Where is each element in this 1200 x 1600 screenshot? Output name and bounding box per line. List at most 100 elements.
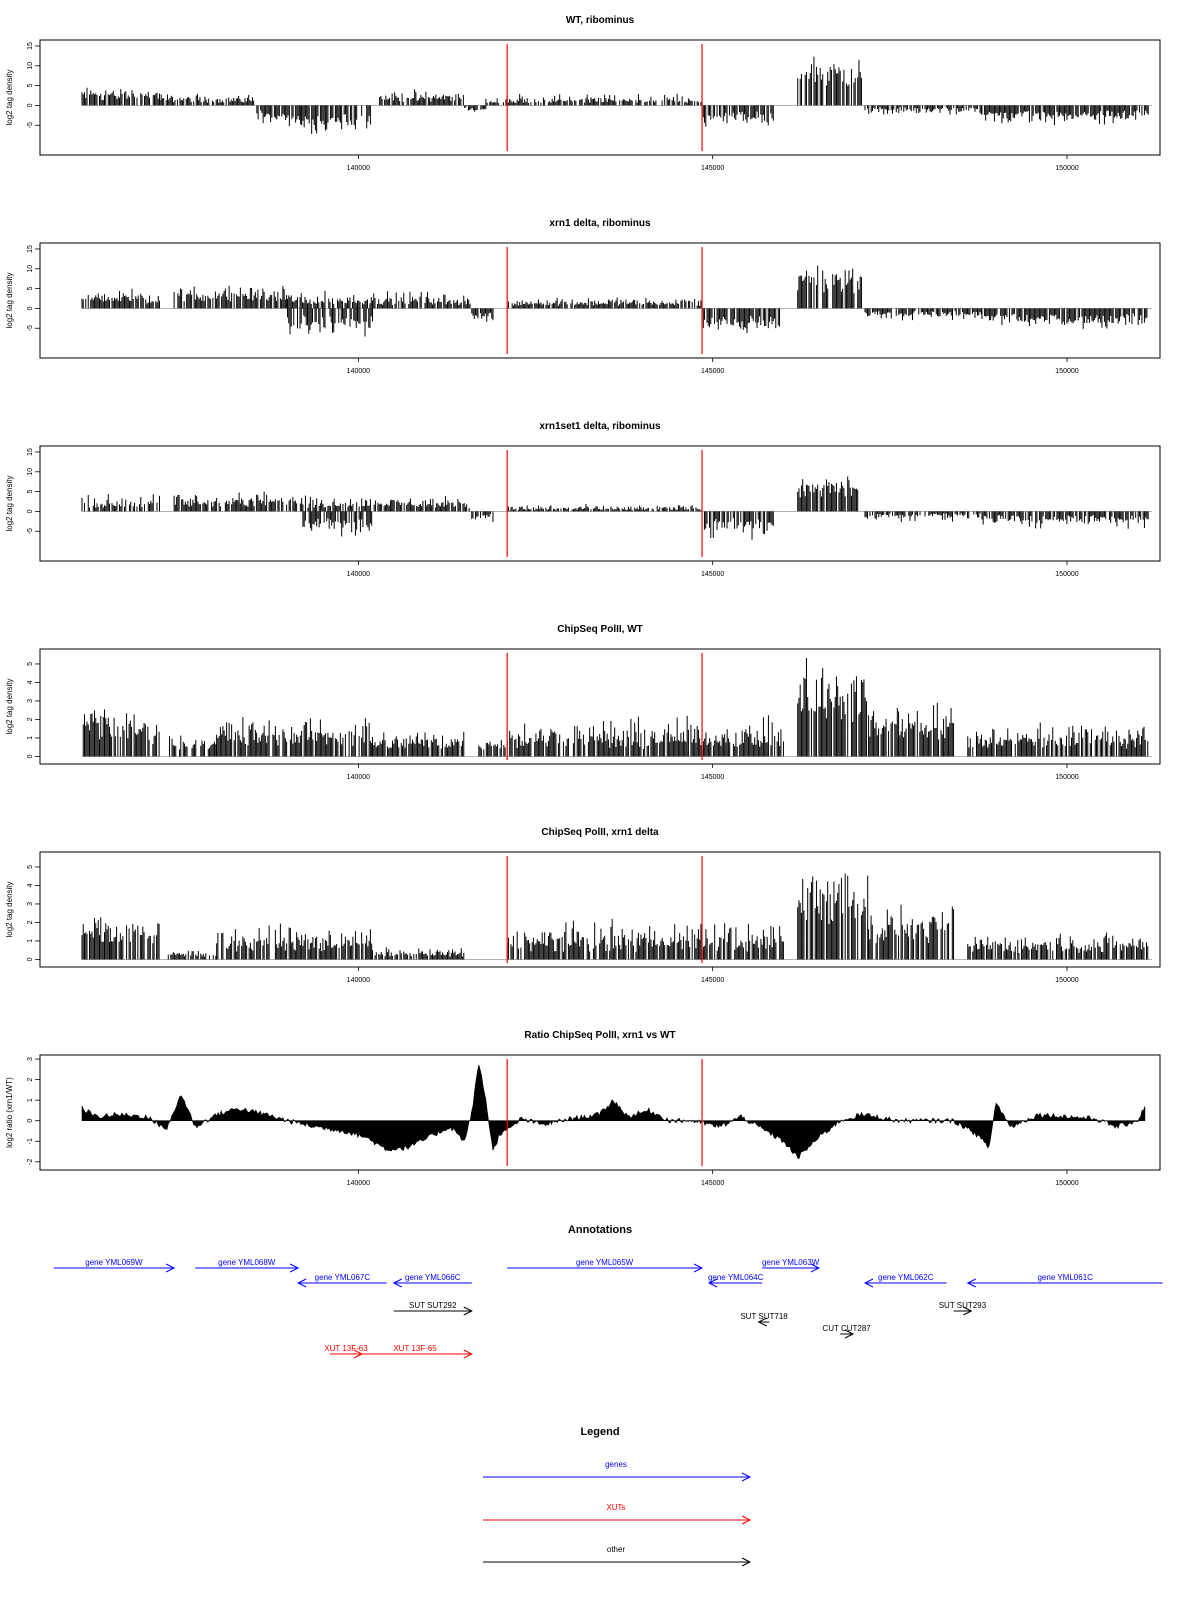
annotation-feature: SUT SUT718 <box>740 1312 788 1327</box>
y-tick-label: -5 <box>27 528 34 534</box>
legend-item-label: XUTs <box>606 1503 625 1512</box>
feature-arrowhead <box>844 1329 855 1339</box>
x-tick-label: 150000 <box>1055 368 1078 375</box>
y-tick-label: -5 <box>27 325 34 331</box>
legend-item: genes <box>483 1460 752 1482</box>
y-tick-label: 0 <box>27 509 34 513</box>
plot-frame <box>39 648 1161 765</box>
track-panel: xrn1set1 delta, ribominus log2 tag densit… <box>5 421 1161 578</box>
y-tick-label: 3 <box>27 699 34 703</box>
y-tick-label: 10 <box>27 62 34 70</box>
density-bars <box>81 873 1149 960</box>
panel-title: ChipSeq PolII, WT <box>557 624 643 635</box>
x-tick-label: 145000 <box>701 368 724 375</box>
legend-item-label: other <box>607 1545 626 1554</box>
y-tick-label: 2 <box>27 1078 34 1082</box>
y-axis-label: log2 tag density <box>5 678 14 734</box>
y-tick-label: 5 <box>27 84 34 88</box>
feature-arrowhead <box>392 1278 403 1288</box>
y-tick-label: 1 <box>27 736 34 740</box>
feature-arrowhead <box>463 1349 473 1359</box>
y-tick-label: 3 <box>27 1057 34 1061</box>
y-tick-label: 5 <box>27 662 34 666</box>
track-panel: WT, ribominus log2 tag density -5 0 5 10 15 140… <box>5 15 1161 172</box>
y-tick-label: -5 <box>27 122 34 128</box>
annotation-feature: CUT CUT287 <box>822 1324 871 1339</box>
density-bars <box>82 657 1149 757</box>
y-tick-label: 4 <box>27 680 34 684</box>
y-tick-label: 2 <box>27 717 34 721</box>
x-tick-label: 140000 <box>347 977 370 984</box>
y-tick-label: 0 <box>27 306 34 310</box>
x-tick-label: 150000 <box>1055 774 1078 781</box>
annotation-feature: XUT 13F-63 <box>324 1344 368 1359</box>
x-tick-label: 145000 <box>701 977 724 984</box>
panel-title: Ratio ChipSeq PolII, xrn1 vs WT <box>524 1030 675 1041</box>
feature-label: gene YML063W <box>762 1258 820 1267</box>
feature-label: SUT SUT292 <box>409 1301 457 1310</box>
y-tick-label: 5 <box>27 490 34 494</box>
y-tick-label: -2 <box>27 1159 34 1165</box>
y-tick-label: 15 <box>27 448 34 456</box>
plot-frame <box>39 851 1161 968</box>
plot-frame <box>39 445 1161 562</box>
plot-frame <box>39 1054 1161 1171</box>
feature-label: XUT 13F-65 <box>393 1344 437 1353</box>
x-tick-label: 140000 <box>347 774 370 781</box>
x-tick-label: 145000 <box>701 774 724 781</box>
y-tick-label: 3 <box>27 902 34 906</box>
y-tick-label: 0 <box>27 957 34 961</box>
y-axis-label: log2 tag density <box>5 69 14 125</box>
feature-arrowhead <box>966 1278 976 1288</box>
y-tick-label: 2 <box>27 920 34 924</box>
feature-arrowhead <box>693 1263 704 1273</box>
y-tick-label: 5 <box>27 287 34 291</box>
track-panel: ChipSeq PolII, xrn1 delta log2 tag densit… <box>5 827 1161 984</box>
annotations-title: Annotations <box>568 1224 632 1236</box>
annotation-feature: gene YML065W <box>507 1258 704 1273</box>
feature-arrowhead <box>289 1263 300 1273</box>
legend-title: Legend <box>580 1426 619 1438</box>
y-tick-label: 0 <box>27 1119 34 1123</box>
panel-title: xrn1 delta, ribominus <box>549 218 651 229</box>
plot-frame <box>39 242 1161 359</box>
annotation-feature: gene YML067C <box>297 1273 387 1288</box>
y-axis-label: log2 tag density <box>5 272 14 328</box>
y-axis-label: log2 tag density <box>5 475 14 531</box>
legend-item-label: genes <box>605 1460 627 1469</box>
feature-arrowhead <box>708 1278 718 1288</box>
x-tick-label: 145000 <box>701 571 724 578</box>
x-tick-label: 145000 <box>701 1180 724 1187</box>
feature-label: SUT SUT718 <box>740 1312 788 1321</box>
legend-item-arrowhead <box>741 1472 752 1482</box>
y-tick-label: 15 <box>27 42 34 50</box>
feature-label: gene YML068W <box>218 1258 276 1267</box>
x-tick-label: 140000 <box>347 1180 370 1187</box>
x-tick-label: 140000 <box>347 165 370 172</box>
ratio-area <box>81 1064 1146 1159</box>
annotations-panel: Annotations gene YML069W gene YML068W gene… <box>53 1224 1163 1359</box>
annotation-feature: gene YML069W <box>53 1258 176 1273</box>
feature-label: gene YML062C <box>878 1273 934 1282</box>
annotation-feature: gene YML063W <box>762 1258 821 1273</box>
density-bars <box>81 56 1149 134</box>
annotation-feature: gene YML061C <box>966 1273 1163 1288</box>
annotation-feature: XUT 13F-65 <box>358 1344 473 1359</box>
x-tick-label: 150000 <box>1055 165 1078 172</box>
feature-arrowhead <box>757 1317 767 1327</box>
annotation-feature: gene YML062C <box>863 1273 947 1288</box>
y-tick-label: 4 <box>27 883 34 887</box>
panel-title: WT, ribominus <box>566 15 635 26</box>
track-panel: ChipSeq PolII, WT log2 tag density 0 1 2 3 4 5 1… <box>5 624 1161 781</box>
y-axis-label: log2 tag density <box>5 881 14 937</box>
panel-title: xrn1set1 delta, ribominus <box>539 421 661 432</box>
feature-arrowhead <box>165 1263 176 1273</box>
x-tick-label: 150000 <box>1055 1180 1078 1187</box>
panel-title: ChipSeq PolII, xrn1 delta <box>541 827 659 838</box>
legend-item: other <box>483 1545 752 1567</box>
density-bars <box>81 265 1148 337</box>
feature-arrowhead <box>297 1278 307 1288</box>
x-tick-label: 140000 <box>347 368 370 375</box>
